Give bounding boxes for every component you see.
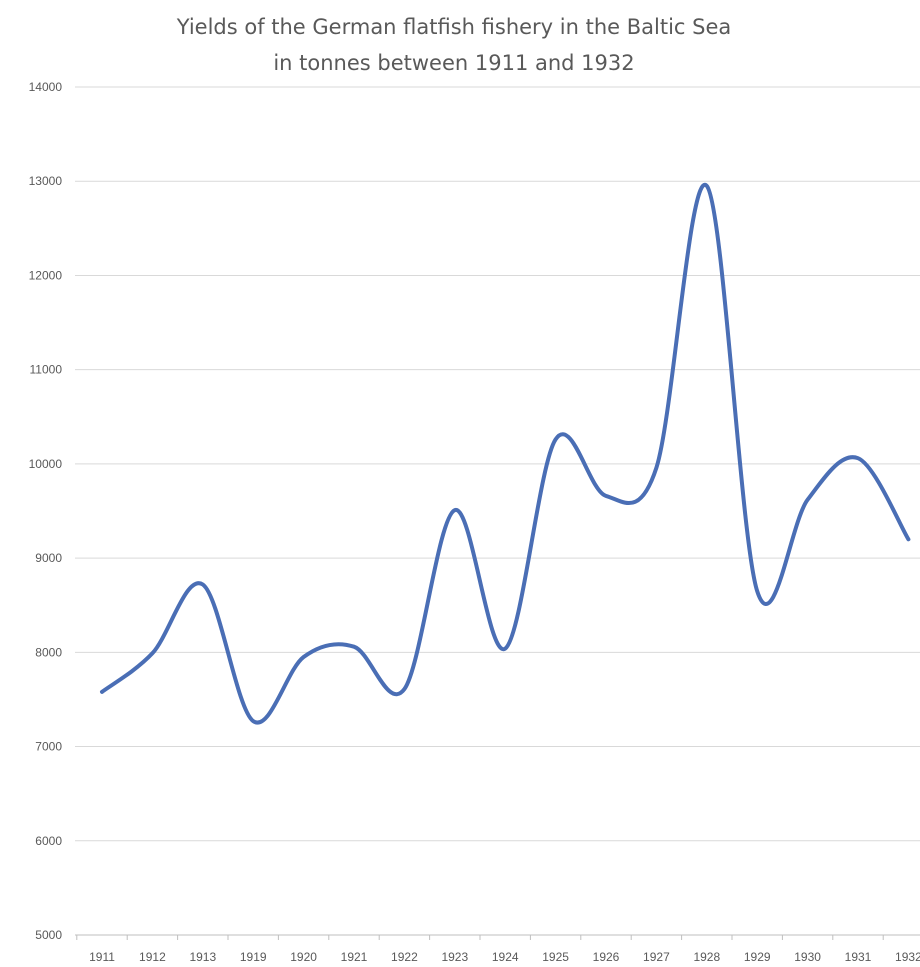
data-point-1923 — [452, 507, 458, 513]
data-point-1929 — [754, 588, 760, 594]
x-tick-label-1924: 1924 — [492, 950, 519, 964]
y-tick-label-11000: 11000 — [30, 363, 63, 377]
data-point-1925 — [553, 436, 559, 442]
x-tick-label-1928: 1928 — [693, 950, 720, 964]
x-tick-label-1925: 1925 — [542, 950, 569, 964]
chart-title-line-1: Yields of the German flatfish fishery in… — [176, 15, 732, 39]
data-point-1926 — [603, 493, 609, 499]
data-point-1913 — [200, 581, 206, 587]
y-tick-label-14000: 14000 — [29, 80, 63, 94]
x-tick-label-1929: 1929 — [744, 950, 771, 964]
x-tick-label-1932: 1932 — [895, 950, 920, 964]
plot-area — [99, 182, 911, 725]
y-tick-label-9000: 9000 — [35, 551, 62, 565]
x-tick-label-1923: 1923 — [441, 950, 468, 964]
x-tick-label-1912: 1912 — [139, 950, 166, 964]
gridlines — [75, 86, 920, 842]
x-tick-label-1913: 1913 — [189, 950, 216, 964]
y-tick-label-12000: 12000 — [29, 268, 63, 282]
chart-title-line-2: in tonnes between 1911 and 1932 — [273, 51, 634, 75]
y-tick-label-10000: 10000 — [29, 457, 63, 471]
data-point-1922 — [401, 686, 407, 692]
y-tick-label-7000: 7000 — [35, 740, 62, 754]
data-point-1920 — [301, 654, 307, 660]
y-tick-label-13000: 13000 — [29, 174, 63, 188]
y-tick-label-6000: 6000 — [35, 834, 62, 848]
data-point-1911 — [99, 689, 105, 695]
data-point-1927 — [653, 465, 659, 471]
x-tick-label-1926: 1926 — [593, 950, 620, 964]
y-tick-label-8000: 8000 — [35, 645, 62, 659]
data-point-1924 — [502, 646, 508, 652]
x-tick-label-1920: 1920 — [290, 950, 317, 964]
data-point-1931 — [855, 455, 861, 461]
x-tick-label-1921: 1921 — [341, 950, 368, 964]
y-tick-label-5000: 5000 — [35, 928, 62, 942]
data-point-1932 — [905, 536, 911, 542]
x-tick-label-1931: 1931 — [845, 950, 872, 964]
x-tick-label-1911: 1911 — [89, 950, 115, 964]
data-point-1919 — [250, 718, 256, 724]
x-tick-label-1922: 1922 — [391, 950, 418, 964]
x-tick-label-1927: 1927 — [643, 950, 670, 964]
x-axis: 1911 1912 1913 1919 1920 1921 1922 1923 1924 1925… — [75, 934, 920, 964]
y-axis-tick-labels: 5000 6000 7000 8000 9000 10000 11000 12000 13000… — [29, 80, 63, 942]
data-point-1921 — [351, 644, 357, 650]
series-line — [100, 182, 911, 725]
data-point-1912 — [149, 650, 155, 656]
x-tick-label-1919: 1919 — [240, 950, 267, 964]
data-point-1928 — [704, 183, 710, 189]
x-tick-label-1930: 1930 — [794, 950, 821, 964]
data-point-1930 — [805, 497, 811, 503]
